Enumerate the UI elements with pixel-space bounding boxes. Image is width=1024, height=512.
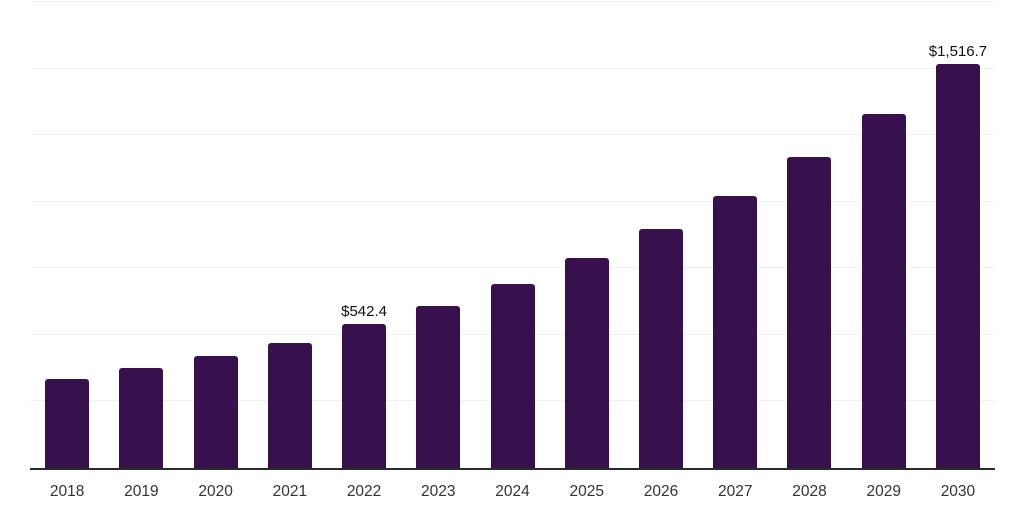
bar-slot — [104, 0, 178, 468]
bar — [713, 196, 758, 468]
x-tick-label: 2022 — [346, 483, 382, 500]
bars-container: $542.4 $1,516.7 — [30, 0, 995, 468]
x-tick-label: 2028 — [792, 483, 827, 500]
bar — [119, 368, 164, 468]
bar — [787, 157, 832, 468]
x-tick-label: 2023 — [421, 483, 456, 500]
gridline — [30, 134, 995, 136]
x-tick-label: 2030 — [940, 483, 976, 500]
x-tick-label: 2018 — [49, 483, 85, 500]
bar-slot — [624, 0, 698, 468]
bar-slot — [401, 0, 475, 468]
bar-slot — [698, 0, 772, 468]
bar-slot: $1,516.7 — [921, 0, 995, 468]
x-tick-label: 2025 — [569, 483, 604, 500]
x-tick-label: 2020 — [198, 483, 233, 500]
bar — [638, 229, 683, 468]
bar — [193, 356, 238, 468]
bar — [267, 343, 312, 468]
bar-slot — [178, 0, 252, 468]
bar — [342, 323, 387, 468]
gridline — [30, 1, 995, 2]
gridline — [30, 267, 995, 269]
x-tick-label: 2019 — [124, 483, 159, 500]
x-axis: 2018 2019 2020 2021 2022 2023 2024 2025 2026 2027… — [30, 483, 995, 501]
bar — [45, 379, 90, 468]
bar-value-label: $542.4 — [341, 302, 387, 320]
bar — [490, 284, 535, 468]
x-tick-label: 2029 — [866, 483, 901, 500]
bar-chart: $542.4 $1,516.7 2018 2019 2020 2021 2022 2023 2… — [30, 0, 995, 512]
bar-slot — [772, 0, 846, 468]
x-tick-label: 2021 — [272, 483, 308, 500]
bar — [935, 64, 980, 468]
bar — [564, 258, 609, 468]
bar-slot — [550, 0, 624, 468]
bar-slot — [30, 0, 104, 468]
x-tick-label: 2027 — [717, 483, 753, 500]
bar-slot — [847, 0, 921, 468]
bar — [416, 306, 461, 468]
gridline — [30, 67, 995, 69]
bar-slot: $542.4 — [327, 0, 401, 468]
x-tick-label: 2024 — [495, 483, 530, 500]
bar-slot — [475, 0, 549, 468]
gridline — [30, 200, 995, 202]
bar-slot — [253, 0, 327, 468]
plot-area: $542.4 $1,516.7 — [30, 0, 995, 470]
bar-value-label: $1,516.7 — [928, 43, 988, 61]
bar — [861, 114, 906, 468]
x-tick-label: 2026 — [643, 483, 679, 500]
